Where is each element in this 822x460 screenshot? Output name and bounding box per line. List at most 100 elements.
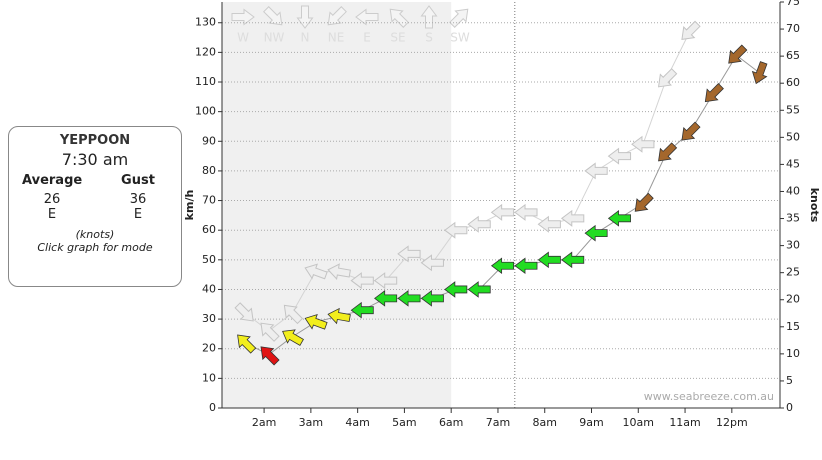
gust-arrow bbox=[283, 304, 304, 325]
average-arrow bbox=[374, 290, 398, 307]
units: (knots) bbox=[75, 228, 115, 241]
gust-arrow bbox=[467, 215, 491, 233]
average-arrow bbox=[728, 44, 748, 64]
gust-arrow bbox=[350, 272, 374, 290]
x-tick-label: 10am bbox=[623, 416, 654, 429]
y-tick-label: 110 bbox=[195, 75, 216, 88]
y-tick-label: 100 bbox=[195, 105, 216, 118]
legend-arrow bbox=[420, 5, 438, 29]
x-tick-label: 6am bbox=[439, 416, 463, 429]
legend-arrow bbox=[449, 8, 469, 28]
gust-arrow bbox=[584, 162, 608, 180]
gust-arrow bbox=[304, 263, 328, 280]
gust-arrow bbox=[373, 272, 398, 290]
y-tick-label: 130 bbox=[195, 16, 216, 29]
gust-arrow bbox=[327, 263, 351, 280]
avg-value: 26 bbox=[43, 192, 61, 207]
avg-head: Average bbox=[22, 173, 83, 188]
gust-value: 36 bbox=[129, 192, 147, 207]
legend-arrow bbox=[263, 6, 283, 26]
average-arrow bbox=[658, 142, 678, 162]
y2-tick-label: 75 bbox=[786, 0, 800, 8]
average-arrow bbox=[327, 307, 351, 325]
info-box[interactable]: YEPPOON 7:30 am Average Gust 26 36 E E (kno… bbox=[8, 126, 182, 287]
average-arrow bbox=[237, 334, 257, 354]
legend-arrow bbox=[231, 8, 255, 26]
average-arrow bbox=[467, 281, 491, 298]
x-tick-label: 11am bbox=[669, 416, 700, 429]
average-arrow bbox=[444, 281, 468, 298]
y-tick-label: 70 bbox=[202, 194, 216, 207]
legend-label: SE bbox=[390, 31, 405, 45]
y2-tick-label: 30 bbox=[786, 239, 800, 252]
gust-arrow bbox=[234, 302, 254, 322]
average-arrow bbox=[350, 301, 374, 319]
x-tick-label: 2am bbox=[252, 416, 276, 429]
y-tick-label: 80 bbox=[202, 164, 216, 177]
gust-arrow bbox=[490, 203, 515, 221]
y2-tick-label: 60 bbox=[786, 76, 800, 89]
y2-tick-label: 40 bbox=[786, 184, 800, 197]
plot bbox=[234, 20, 768, 366]
y2-tick-label: 5 bbox=[786, 374, 793, 387]
average-arrow bbox=[282, 329, 304, 346]
average-arrow bbox=[537, 251, 561, 269]
legend-label: SW bbox=[450, 31, 470, 45]
legend-arrow bbox=[355, 8, 379, 26]
legend-arrow bbox=[389, 8, 409, 28]
legend-label: N bbox=[301, 31, 310, 45]
average-arrow bbox=[634, 192, 654, 212]
average-arrow bbox=[681, 121, 701, 141]
average-arrow bbox=[514, 257, 538, 275]
y2-tick-label: 25 bbox=[786, 266, 800, 279]
average-arrow bbox=[490, 257, 515, 275]
y2-tick-label: 0 bbox=[786, 401, 793, 414]
x-tick-label: 8am bbox=[532, 416, 556, 429]
legend-label: NW bbox=[264, 31, 285, 45]
y-tick-label: 0 bbox=[209, 401, 216, 414]
legend-arrow bbox=[327, 6, 347, 26]
gust-arrow bbox=[631, 135, 655, 153]
legend-label: NE bbox=[328, 31, 345, 45]
gust-arrow bbox=[420, 254, 444, 272]
y-tick-label: 10 bbox=[202, 371, 216, 384]
x-tick-label: 4am bbox=[345, 416, 369, 429]
average-arrow bbox=[420, 290, 444, 307]
y-tick-label: 120 bbox=[195, 45, 216, 58]
y2-tick-label: 45 bbox=[786, 157, 800, 170]
y-tick-label: 40 bbox=[202, 282, 216, 295]
legend-arrow bbox=[296, 5, 314, 29]
y-tick-label: 20 bbox=[202, 342, 216, 355]
average-arrow bbox=[584, 224, 608, 242]
y2-tick-label: 20 bbox=[786, 293, 800, 306]
y2-tick-label: 10 bbox=[786, 347, 800, 360]
gust-arrow bbox=[607, 147, 632, 165]
x-tick-label: 12pm bbox=[716, 416, 748, 429]
y2-axis-label: knots bbox=[808, 188, 821, 223]
average-arrow bbox=[304, 314, 328, 330]
time: 7:30 am bbox=[61, 150, 129, 169]
gust-arrow bbox=[444, 221, 468, 239]
gust-arrow bbox=[537, 215, 561, 233]
gust-head: Gust bbox=[121, 173, 155, 188]
x-tick-label: 5am bbox=[392, 416, 416, 429]
night-shade bbox=[222, 2, 452, 408]
gust-arrow bbox=[397, 245, 421, 263]
gust-dir: E bbox=[133, 207, 143, 222]
gust-arrow bbox=[560, 209, 585, 227]
station: YEPPOON bbox=[59, 133, 131, 148]
x-tick-label: 7am bbox=[486, 416, 510, 429]
y-tick-label: 30 bbox=[202, 312, 216, 325]
average-arrow bbox=[397, 290, 421, 307]
legend-label: W bbox=[237, 31, 249, 45]
avg-dir: E bbox=[47, 207, 57, 222]
y-axis-label: km/h bbox=[183, 190, 196, 221]
gust-arrow bbox=[681, 20, 701, 41]
y-tick-label: 60 bbox=[202, 223, 216, 236]
y-tick-label: 50 bbox=[202, 253, 216, 266]
hint: Click graph for mode bbox=[37, 241, 153, 254]
gust-arrow bbox=[260, 322, 280, 342]
y2-tick-label: 65 bbox=[786, 49, 800, 62]
y2-tick-label: 50 bbox=[786, 130, 800, 143]
